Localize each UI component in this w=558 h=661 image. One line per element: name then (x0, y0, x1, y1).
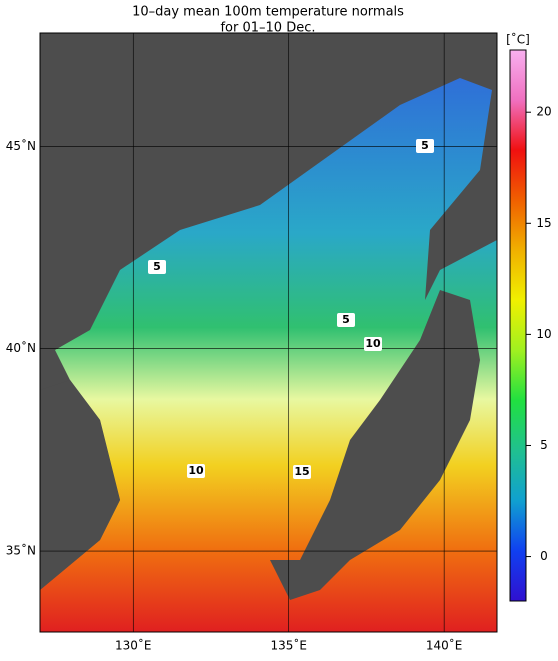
colorbar-tick-label: 15 (536, 216, 551, 230)
japan (270, 290, 480, 600)
contour-label-box (187, 464, 205, 478)
colorbar-tick-label: 10 (536, 327, 551, 341)
map-frame (39, 32, 498, 633)
y-tick-label: 35˚N (6, 543, 36, 558)
contour-label: 15 (294, 465, 309, 478)
contour-label-box (364, 337, 382, 351)
y-tick-label: 45˚N (6, 138, 36, 153)
y-tick-label: 40˚N (6, 340, 36, 355)
contour-label: 10 (365, 337, 381, 350)
contour-label-box (293, 465, 311, 479)
subtitle: for 01–10 Dec. (220, 21, 315, 36)
colorbar-tick-label: 20 (536, 105, 551, 119)
x-tick-label: 135˚E (270, 638, 307, 653)
x-tick-label: 140˚E (426, 638, 463, 653)
contour-label-box (337, 313, 355, 327)
title: 10–day mean 100m temperature normals (132, 5, 404, 20)
contour-label: 5 (342, 313, 350, 326)
contour-label: 10 (188, 464, 204, 477)
x-tick-label: 130˚E (115, 638, 152, 653)
korea (40, 380, 120, 590)
colorbar-unit: [˚C] (506, 32, 530, 47)
colorbar-tick-label: 0 (540, 549, 548, 563)
colorbar (509, 49, 527, 602)
contour-label: 5 (421, 139, 429, 152)
contour-label-box (148, 260, 166, 274)
contour-label-box (416, 139, 434, 153)
colorbar-tick-label: 5 (540, 438, 548, 452)
contour-label: 5 (153, 260, 161, 273)
